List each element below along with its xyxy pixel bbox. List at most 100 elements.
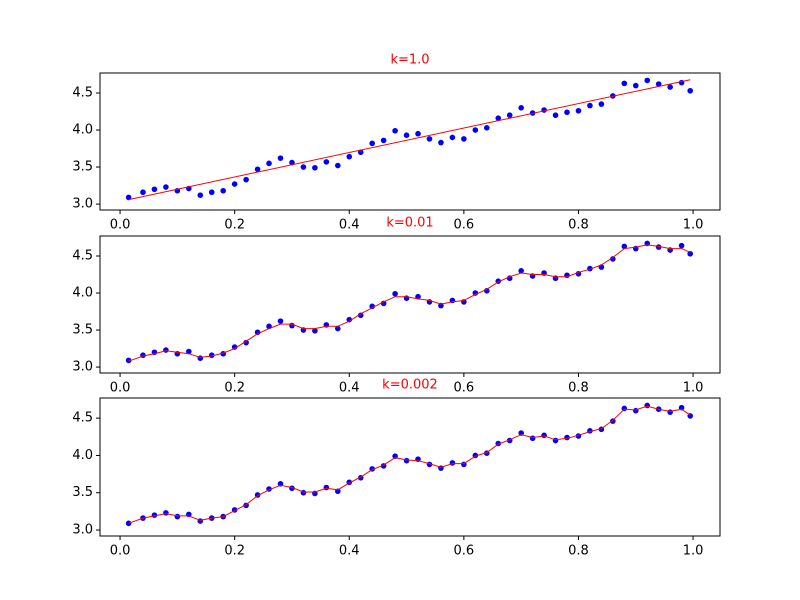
data-point	[243, 176, 249, 183]
data-point	[186, 348, 192, 355]
data-point	[346, 153, 353, 160]
data-point	[243, 339, 249, 346]
data-point	[506, 112, 513, 119]
data-point	[163, 347, 169, 353]
subplot-title: k=0.01	[386, 216, 433, 231]
y-tick-label: 4.0	[72, 123, 93, 138]
x-tick-label: 0.0	[110, 381, 131, 396]
x-tick-label: 0.2	[224, 544, 245, 559]
data-point	[335, 162, 341, 169]
x-tick-label: 0.0	[110, 544, 131, 559]
data-point	[415, 130, 421, 137]
fit-line	[128, 244, 691, 362]
x-tick-label: 1.0	[683, 218, 704, 233]
data-point	[655, 244, 662, 250]
data-point	[392, 127, 398, 134]
data-point	[197, 355, 204, 361]
data-point	[380, 137, 387, 144]
data-point	[687, 87, 694, 94]
data-point	[598, 101, 605, 107]
data-point	[632, 82, 639, 89]
data-point	[587, 102, 593, 109]
data-point	[621, 405, 628, 412]
data-point	[687, 250, 694, 257]
data-point	[575, 107, 582, 114]
data-point	[564, 109, 570, 116]
data-point	[163, 184, 169, 190]
x-tick-label: 0.4	[339, 544, 360, 559]
data-point	[163, 510, 169, 516]
x-tick-label: 0.6	[454, 544, 475, 559]
axes-frame	[99, 235, 721, 374]
data-point	[472, 127, 479, 133]
data-point	[426, 136, 433, 142]
data-point	[277, 318, 284, 324]
data-point	[403, 457, 410, 464]
data-point	[621, 80, 628, 87]
x-tick-label: 0.8	[568, 218, 589, 233]
y-tick-label: 3.0	[72, 197, 93, 212]
data-point	[125, 357, 132, 364]
data-point	[151, 186, 158, 193]
data-point	[610, 418, 616, 424]
data-point	[369, 303, 375, 310]
data-point	[552, 437, 559, 444]
x-tick-label: 0.8	[568, 544, 589, 559]
y-tick-label: 3.0	[72, 360, 93, 375]
data-point	[518, 105, 524, 111]
data-point	[312, 327, 318, 334]
x-tick-label: 0.4	[339, 218, 360, 233]
x-tick-label: 0.2	[224, 381, 245, 396]
data-point	[220, 187, 226, 194]
data-point	[529, 435, 536, 442]
x-tick-label: 1.0	[683, 381, 704, 396]
subplot-title: k=1.0	[390, 53, 429, 68]
data-point	[174, 513, 181, 520]
data-point	[277, 155, 284, 161]
data-point	[621, 243, 628, 250]
data-point	[632, 407, 639, 414]
x-tick-label: 0.4	[339, 381, 360, 396]
data-point	[644, 77, 651, 84]
data-point	[140, 189, 146, 196]
y-tick-label: 3.0	[72, 523, 93, 538]
data-point	[483, 125, 490, 131]
data-point	[518, 268, 524, 274]
data-point	[415, 293, 421, 300]
data-point	[678, 242, 685, 249]
data-point	[495, 115, 502, 121]
data-point	[323, 484, 330, 491]
subplot-title: k=0.002	[382, 378, 438, 393]
data-point	[449, 460, 456, 466]
axes-frame	[99, 72, 721, 211]
data-point	[472, 290, 479, 296]
data-point	[655, 81, 662, 87]
data-point	[449, 134, 456, 141]
x-tick-label: 0.2	[224, 218, 245, 233]
data-point	[644, 402, 651, 409]
data-point	[125, 520, 132, 527]
data-point	[323, 159, 330, 165]
data-point	[346, 316, 353, 323]
x-tick-label: 1.0	[683, 544, 704, 559]
x-tick-label: 0.0	[110, 218, 131, 233]
data-point	[541, 432, 547, 439]
data-point	[254, 166, 261, 173]
y-tick-label: 3.5	[72, 485, 93, 500]
y-tick-label: 4.5	[72, 411, 93, 426]
data-point	[392, 290, 398, 297]
x-tick-label: 0.6	[454, 381, 475, 396]
x-tick-label: 0.8	[568, 381, 589, 396]
fit-line	[128, 405, 691, 524]
data-point	[438, 139, 444, 146]
x-tick-label: 0.6	[454, 218, 475, 233]
axes-frame	[99, 397, 721, 537]
y-tick-label: 4.5	[72, 85, 93, 100]
data-point	[610, 256, 616, 262]
y-tick-label: 3.5	[72, 160, 93, 175]
y-tick-label: 4.5	[72, 248, 93, 263]
data-point	[667, 84, 673, 90]
data-point	[403, 132, 410, 139]
y-tick-label: 4.0	[72, 448, 93, 463]
data-point	[197, 192, 204, 198]
